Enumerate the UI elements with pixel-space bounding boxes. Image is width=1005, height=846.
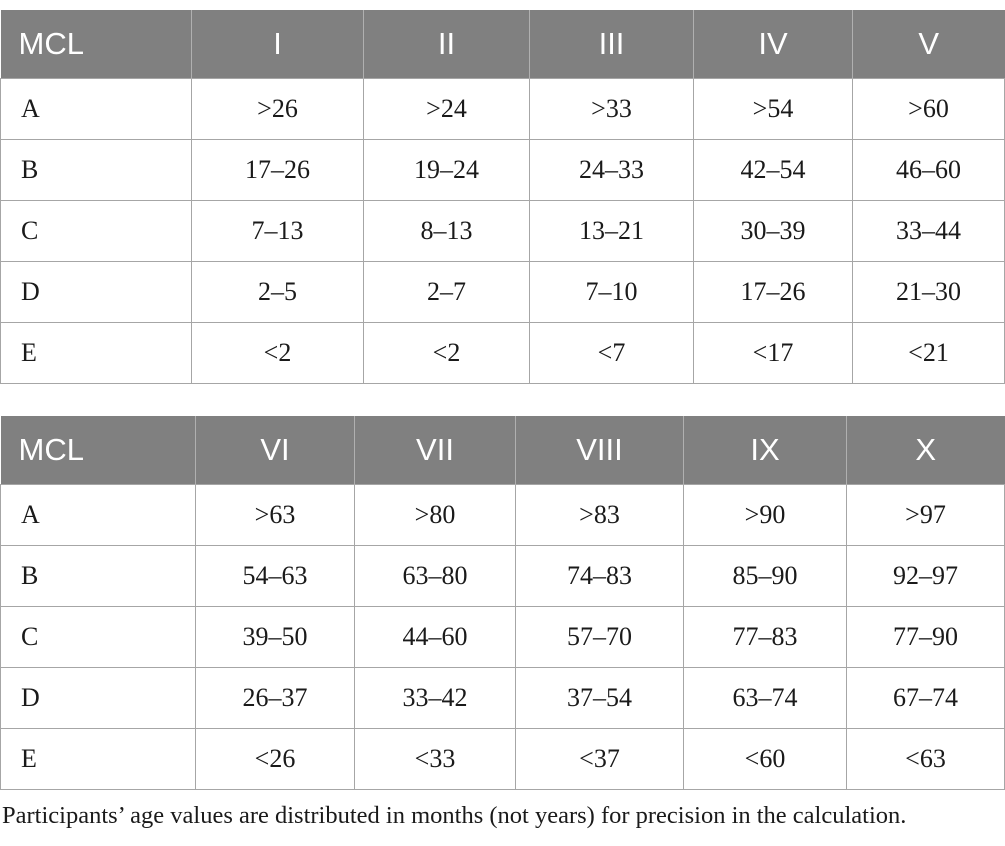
table-cell: >80 [354, 483, 516, 546]
table-cell: 8–13 [363, 199, 530, 262]
table-cell: <60 [683, 727, 847, 790]
table-row: B 17–26 19–24 24–33 42–54 46–60 [0, 138, 1005, 201]
table-cell: >24 [363, 77, 530, 140]
table-cell: 39–50 [195, 605, 355, 668]
table-row: A >63 >80 >83 >90 >97 [0, 483, 1005, 546]
header-cell: I [191, 10, 364, 78]
table-cell: 44–60 [354, 605, 516, 668]
table-header-row: MCL I II III IV V [0, 10, 1005, 78]
table-cell: <2 [363, 321, 530, 384]
row-label: C [0, 605, 196, 668]
table-header-row: MCL VI VII VIII IX X [0, 416, 1005, 484]
row-label: D [0, 666, 196, 729]
table-cell: >60 [852, 77, 1005, 140]
age-range-table-bottom: MCL VI VII VIII IX X A >63 >80 >83 >90 >… [0, 416, 1005, 790]
table-cell: 77–90 [846, 605, 1005, 668]
table-cell: 42–54 [693, 138, 853, 201]
table-cell: >90 [683, 483, 847, 546]
header-cell: IX [683, 416, 847, 484]
table-cell: 2–5 [191, 260, 364, 323]
age-range-table-top: MCL I II III IV V A >26 >24 >33 >54 >60 … [0, 10, 1005, 384]
table-cell: 46–60 [852, 138, 1005, 201]
header-cell: MCL [0, 10, 192, 78]
table-cell: 2–7 [363, 260, 530, 323]
header-cell: X [846, 416, 1005, 484]
table-cell: 74–83 [515, 544, 684, 607]
row-label: B [0, 138, 192, 201]
header-cell: III [529, 10, 694, 78]
table-cell: 13–21 [529, 199, 694, 262]
table-cell: >63 [195, 483, 355, 546]
table-cell: 54–63 [195, 544, 355, 607]
table-cell: 77–83 [683, 605, 847, 668]
table-cell: >83 [515, 483, 684, 546]
table-row: E <26 <33 <37 <60 <63 [0, 727, 1005, 790]
table-cell: 17–26 [191, 138, 364, 201]
table-row: C 7–13 8–13 13–21 30–39 33–44 [0, 199, 1005, 262]
table-cell: <63 [846, 727, 1005, 790]
table-row: E <2 <2 <7 <17 <21 [0, 321, 1005, 384]
table-cell: 63–80 [354, 544, 516, 607]
table-footnote: Participants’ age values are distributed… [2, 802, 907, 829]
header-cell: VI [195, 416, 355, 484]
row-label: E [0, 727, 196, 790]
table-cell: 24–33 [529, 138, 694, 201]
header-cell: MCL [0, 416, 196, 484]
row-label: E [0, 321, 192, 384]
table-cell: >26 [191, 77, 364, 140]
table-cell: >97 [846, 483, 1005, 546]
header-cell: IV [693, 10, 853, 78]
table-cell: 30–39 [693, 199, 853, 262]
table-cell: 37–54 [515, 666, 684, 729]
row-label: A [0, 483, 196, 546]
table-row: A >26 >24 >33 >54 >60 [0, 77, 1005, 140]
table-cell: 17–26 [693, 260, 853, 323]
row-label: D [0, 260, 192, 323]
table-cell: 33–42 [354, 666, 516, 729]
table-cell: <17 [693, 321, 853, 384]
table-row: D 26–37 33–42 37–54 63–74 67–74 [0, 666, 1005, 729]
header-cell: VII [354, 416, 516, 484]
table-cell: <2 [191, 321, 364, 384]
table-cell: 85–90 [683, 544, 847, 607]
table-cell: 33–44 [852, 199, 1005, 262]
table-row: B 54–63 63–80 74–83 85–90 92–97 [0, 544, 1005, 607]
table-cell: <21 [852, 321, 1005, 384]
table-cell: 92–97 [846, 544, 1005, 607]
table-row: D 2–5 2–7 7–10 17–26 21–30 [0, 260, 1005, 323]
row-label: B [0, 544, 196, 607]
table-cell: >33 [529, 77, 694, 140]
table-row: C 39–50 44–60 57–70 77–83 77–90 [0, 605, 1005, 668]
table-cell: 19–24 [363, 138, 530, 201]
table-cell: <26 [195, 727, 355, 790]
row-label: A [0, 77, 192, 140]
table-cell: 7–13 [191, 199, 364, 262]
header-cell: V [852, 10, 1005, 78]
table-cell: 7–10 [529, 260, 694, 323]
table-cell: <7 [529, 321, 694, 384]
header-cell: VIII [515, 416, 684, 484]
table-cell: <37 [515, 727, 684, 790]
table-cell: 57–70 [515, 605, 684, 668]
table-cell: >54 [693, 77, 853, 140]
table-cell: <33 [354, 727, 516, 790]
header-cell: II [363, 10, 530, 78]
row-label: C [0, 199, 192, 262]
table-cell: 26–37 [195, 666, 355, 729]
table-cell: 67–74 [846, 666, 1005, 729]
table-cell: 63–74 [683, 666, 847, 729]
table-cell: 21–30 [852, 260, 1005, 323]
